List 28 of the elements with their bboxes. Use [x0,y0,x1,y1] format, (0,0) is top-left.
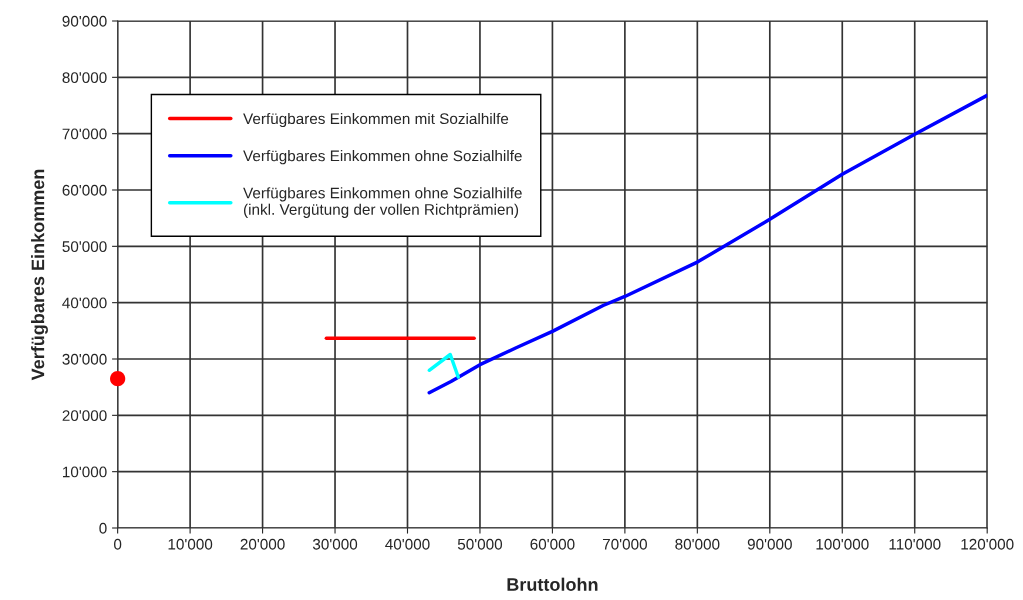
x-tick-label: 20'000 [240,538,285,550]
x-tick-label: 120'000 [961,538,1014,550]
y-tick-label: 0 [99,522,107,534]
y-tick-label: 70'000 [62,128,107,140]
y-tick-label: 20'000 [62,410,107,422]
y-tick-label: 60'000 [62,184,107,196]
x-tick-label: 80'000 [675,538,720,550]
x-tick-label: 90'000 [747,538,792,550]
x-axis-title: Bruttolohn [507,577,598,591]
y-tick-label: 40'000 [62,297,107,309]
x-tick-label: 100'000 [816,538,869,550]
y-axis-title: Verfügbares Einkommen [31,169,48,381]
x-tick-label: 10'000 [168,538,213,550]
legend-label: Verfügbares Einkommen mit Sozialhilfe [243,112,509,128]
y-tick-label: 80'000 [62,72,107,84]
x-tick-label: 70'000 [602,538,647,550]
y-tick-label: 30'000 [62,353,107,365]
x-tick-label: 0 [113,538,122,550]
x-tick-label: 50'000 [457,538,503,550]
legend-label: Verfügbares Einkommen ohne Sozialhilfe (inkl. Vergütung der vollen Richtprämien) [243,187,522,218]
x-tick-label: 30'000 [312,538,358,550]
x-tick-label: 60'000 [530,538,575,550]
y-tick-label: 10'000 [63,466,107,478]
x-tick-label: 110'000 [889,538,941,550]
x-tick-label: 40'000 [385,538,430,550]
legend-label: Verfügbares Einkommen ohne Sozialhilfe [243,150,522,165]
y-tick-label: 50'000 [62,241,107,253]
y-tick-label: 90'000 [62,15,107,27]
